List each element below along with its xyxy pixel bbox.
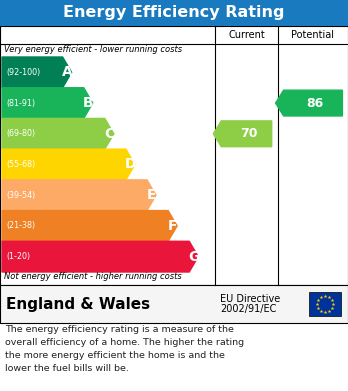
Bar [309,292,341,316]
Text: Very energy efficient - lower running costs: Very energy efficient - lower running co… [4,45,182,54]
Text: Potential: Potential [292,30,334,40]
Text: C: C [104,127,114,141]
Bar [0,0,348,26]
Text: (55-68): (55-68) [6,160,35,169]
Polygon shape [2,57,72,88]
Text: Current: Current [228,30,265,40]
Text: England & Wales: England & Wales [6,296,150,312]
Text: Energy Efficiency Rating: Energy Efficiency Rating [63,5,285,20]
Text: 86: 86 [306,97,324,109]
Bar [0,285,348,323]
Text: (21-38): (21-38) [6,221,35,230]
Polygon shape [2,88,93,118]
Polygon shape [2,241,198,272]
Text: D: D [125,158,136,172]
Text: 2002/91/EC: 2002/91/EC [220,304,276,314]
Text: 70: 70 [240,127,257,140]
Text: (81-91): (81-91) [6,99,35,108]
Text: (1-20): (1-20) [6,252,30,261]
Text: The energy efficiency rating is a measure of the
overall efficiency of a home. T: The energy efficiency rating is a measur… [5,325,244,373]
Text: (69-80): (69-80) [6,129,35,138]
Text: (39-54): (39-54) [6,191,35,200]
Polygon shape [2,180,156,211]
Text: F: F [168,219,177,233]
Text: Not energy efficient - higher running costs: Not energy efficient - higher running co… [4,272,182,281]
Polygon shape [213,121,272,147]
Text: EU Directive: EU Directive [220,294,280,304]
Text: B: B [83,96,94,110]
Bar [0,26,348,285]
Text: E: E [147,188,156,202]
Text: G: G [188,249,199,264]
Polygon shape [276,90,342,116]
Text: (92-100): (92-100) [6,68,40,77]
Polygon shape [2,211,177,241]
Polygon shape [2,118,114,149]
Text: A: A [62,65,72,79]
Polygon shape [2,149,135,180]
